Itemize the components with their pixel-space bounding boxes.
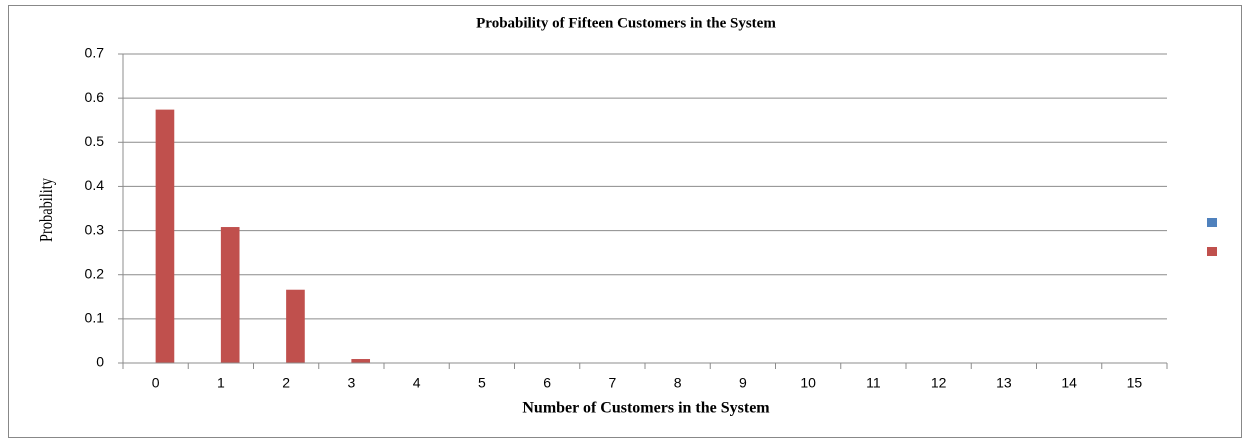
chart-border	[8, 5, 1242, 438]
x-tick-label: 9	[739, 375, 747, 391]
bar	[351, 359, 371, 363]
x-tick-label: 15	[1127, 375, 1143, 391]
x-tick-label: 8	[674, 375, 682, 391]
bar	[155, 109, 175, 364]
y-tick-label: 0.5	[85, 133, 105, 149]
x-axis-title: Number of Customers in the System	[522, 400, 770, 417]
chart-title: Probability of Fifteen Customers in the …	[476, 15, 776, 31]
bar	[286, 289, 305, 363]
bar	[220, 227, 240, 363]
y-tick-label: 0.4	[85, 177, 105, 193]
x-tick-label: 13	[996, 375, 1012, 391]
x-tick-label: 4	[413, 375, 421, 391]
x-tick-label: 12	[931, 375, 947, 391]
x-tick-label: 0	[152, 375, 160, 391]
y-tick-label: 0.3	[85, 221, 105, 237]
x-tick-label: 14	[1061, 375, 1077, 391]
x-tick-label: 7	[608, 375, 616, 391]
y-tick-label: 0.7	[85, 45, 105, 61]
x-tick-label: 3	[347, 375, 355, 391]
x-tick-label: 11	[866, 375, 881, 391]
y-tick-label: 0	[96, 354, 104, 370]
x-tick-label: 5	[478, 375, 486, 391]
legend-marker	[1207, 247, 1217, 256]
y-axis-title: Probability	[36, 177, 57, 242]
x-tick-label: 1	[217, 375, 225, 391]
y-tick-label: 0.1	[85, 310, 105, 326]
y-tick-label: 0.6	[85, 89, 105, 105]
x-tick-label: 2	[282, 375, 290, 391]
legend-marker	[1207, 218, 1217, 227]
x-tick-label: 10	[800, 375, 816, 391]
x-tick-label: 6	[543, 375, 551, 391]
y-tick-label: 0.2	[85, 265, 105, 281]
